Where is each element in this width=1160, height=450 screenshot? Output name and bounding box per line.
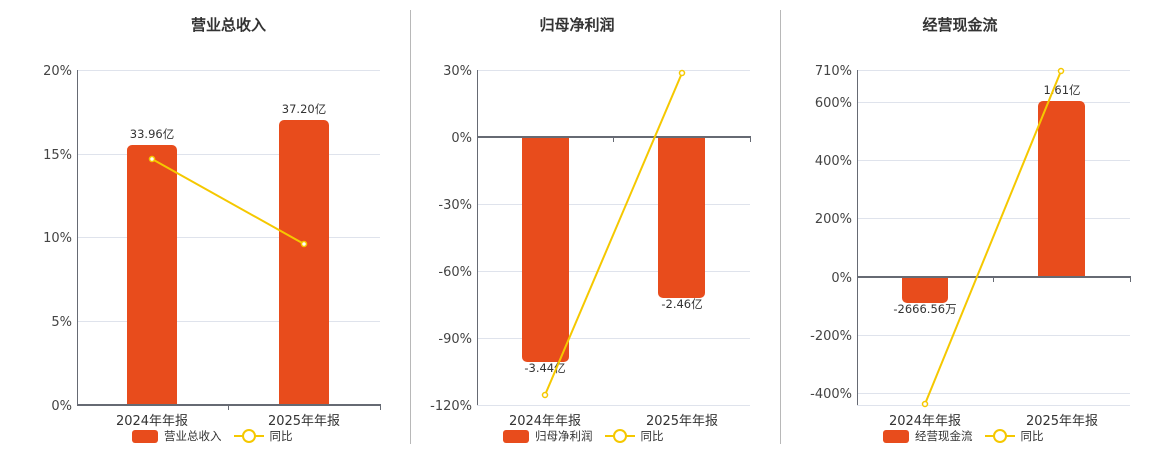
legend-line-label[interactable]: 同比 <box>1020 429 1044 443</box>
bar-2025-base <box>658 137 705 147</box>
legend-bar-label[interactable]: 营业总收入 <box>164 429 222 443</box>
chart-panel-net-profit: 归母净利润 30% 0% -30% -60% -90% -120% 2024年年… <box>430 16 751 444</box>
bar-2024[interactable] <box>522 137 569 362</box>
yoy-point[interactable] <box>148 155 156 163</box>
y-tick-label: 710% <box>815 64 852 79</box>
legend-bar-label[interactable]: 经营现金流 <box>915 429 973 443</box>
legend-bar-swatch-icon[interactable] <box>503 429 529 443</box>
legend-line-marker-icon[interactable] <box>604 429 635 443</box>
yoy-point[interactable] <box>300 240 308 248</box>
yoy-point[interactable] <box>921 400 929 408</box>
x-label-2024: 2024年年报 <box>509 414 581 429</box>
legend: 经营现金流 同比 <box>883 428 1044 444</box>
legend-line-label[interactable]: 同比 <box>269 429 293 443</box>
yoy-line <box>151 158 305 245</box>
y-tick-label: -30% <box>438 198 472 213</box>
y-tick-label: 10% <box>43 231 72 246</box>
chart-title: 营业总收入 <box>190 16 266 34</box>
y-tick-label: 15% <box>43 148 72 163</box>
legend-bar-label[interactable]: 归母净利润 <box>535 429 593 443</box>
y-tick-label: -400% <box>810 387 852 402</box>
bar-value-label: 1.61亿 <box>1043 83 1080 97</box>
yoy-point[interactable] <box>1057 67 1065 75</box>
legend-bar-swatch-icon[interactable] <box>132 429 158 443</box>
bar-2025-base <box>1038 267 1085 277</box>
bar-2025[interactable] <box>658 137 705 298</box>
legend-line-marker-icon[interactable] <box>233 429 264 443</box>
bar-2024-base <box>902 277 948 287</box>
x-label-2024: 2024年年报 <box>889 414 961 429</box>
grid-lines <box>857 70 1130 406</box>
y-tick-label: 400% <box>815 154 852 169</box>
y-tick-label: 200% <box>815 212 852 227</box>
y-tick-label: 0% <box>51 399 72 414</box>
net-profit-chart: 30% 0% -30% -60% -90% -120% 2024年年报 2025… <box>430 64 751 429</box>
y-tick-label: -120% <box>430 399 472 414</box>
bar-value-label: -2.46亿 <box>661 297 702 311</box>
revenue-chart: 20% 15% 10% 5% 0% 2024年年报 2025年年报 33.96亿… <box>43 64 381 429</box>
bar-2024-base <box>522 137 569 147</box>
legend-bar-swatch-icon[interactable] <box>883 429 909 443</box>
chart-title: 归母净利润 <box>539 16 615 34</box>
bar-2025[interactable] <box>1038 101 1085 277</box>
x-label-2025: 2025年年报 <box>1026 414 1098 429</box>
bar-2024-base <box>127 395 177 405</box>
y-tick-label: -60% <box>438 265 472 280</box>
chart-panel-revenue: 营业总收入 20% 15% 10% 5% 0% 2024年年报 2025年年报 … <box>0 0 400 450</box>
bar-2025[interactable] <box>279 120 329 405</box>
legend: 营业总收入 同比 <box>132 428 293 444</box>
bar-value-label: -2666.56万 <box>893 302 956 316</box>
x-label-2024: 2024年年报 <box>116 414 188 429</box>
y-tick-label: -90% <box>438 332 472 347</box>
bar-value-label: 33.96亿 <box>130 127 174 141</box>
y-tick-label: 30% <box>443 64 472 79</box>
legend-line-marker-icon[interactable] <box>984 429 1015 443</box>
y-tick-label: 600% <box>815 96 852 111</box>
y-tick-label: 20% <box>43 64 72 79</box>
yoy-point[interactable] <box>678 69 686 77</box>
y-tick-label: 0% <box>831 271 852 286</box>
chart-title: 经营现金流 <box>922 16 998 34</box>
yoy-point[interactable] <box>541 391 549 399</box>
yoy-line <box>544 72 683 396</box>
x-label-2025: 2025年年报 <box>268 414 340 429</box>
panel-divider <box>780 10 781 444</box>
y-tick-label: -200% <box>810 329 852 344</box>
legend: 归母净利润 同比 <box>503 428 664 444</box>
y-tick-label: 5% <box>51 315 72 330</box>
bar-2024[interactable] <box>127 145 177 405</box>
y-tick-label: 0% <box>451 131 472 146</box>
bar-value-label: 37.20亿 <box>282 102 326 116</box>
bar-2025-base <box>279 395 329 405</box>
x-label-2025: 2025年年报 <box>646 414 718 429</box>
legend-line-label[interactable]: 同比 <box>640 429 664 443</box>
panel-divider <box>410 10 411 444</box>
yoy-line <box>924 70 1062 405</box>
